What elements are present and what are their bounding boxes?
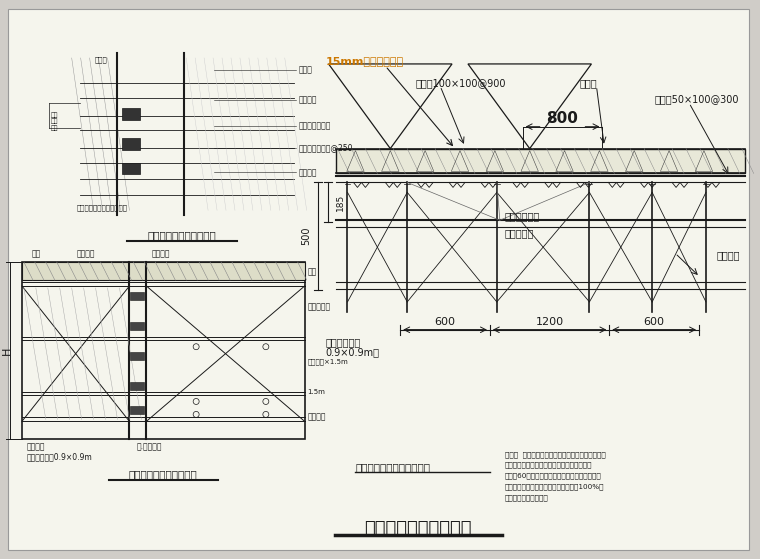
Text: 在此处断开: 在此处断开 — [505, 228, 534, 238]
Text: 地.天元台脚: 地.天元台脚 — [136, 443, 162, 452]
Text: 后浇带主龙骨: 后浇带主龙骨 — [505, 211, 540, 221]
Text: 可调顶托: 可调顶托 — [151, 250, 169, 259]
Text: 有需求量提前出示两并条件钢筋提拔至100%等: 有需求量提前出示两并条件钢筋提拔至100%等 — [505, 484, 604, 490]
Text: 说明：  模板采购使用同规格规格板型，模板采购需: 说明： 模板采购使用同规格规格板型，模板采购需 — [505, 451, 606, 458]
Bar — [131, 352, 144, 359]
Text: 楼板: 楼板 — [308, 268, 317, 277]
Bar — [131, 322, 144, 330]
Bar — [22, 262, 305, 280]
Text: 800: 800 — [546, 111, 578, 126]
Text: 碗扣横杆: 碗扣横杆 — [716, 250, 739, 260]
Bar — [131, 382, 144, 390]
Text: 600: 600 — [435, 317, 455, 327]
Text: 600: 600 — [644, 317, 665, 327]
Bar — [131, 406, 144, 414]
Text: 碗扣扣件: 碗扣扣件 — [77, 250, 95, 259]
Text: 密封条等: 密封条等 — [299, 168, 317, 177]
Text: 立杆间距: 立杆间距 — [27, 443, 46, 452]
Text: 可调顶撑×1.5m: 可调顶撑×1.5m — [308, 358, 348, 365]
Text: 要同全套管商模之片，径采用同规格混凝土补: 要同全套管商模之片，径采用同规格混凝土补 — [505, 462, 592, 468]
Text: 后浇带模板安装做法图: 后浇带模板安装做法图 — [365, 520, 472, 538]
Text: 1200: 1200 — [536, 317, 564, 327]
Text: 自然: 自然 — [32, 250, 41, 259]
Text: 次更新各年次模模板。: 次更新各年次模模板。 — [505, 495, 549, 501]
Text: 15mm厚覆膜木夹板: 15mm厚覆膜木夹板 — [325, 56, 404, 66]
Text: 0.9×0.9m。: 0.9×0.9m。 — [325, 347, 379, 357]
Text: 止水钢板（双）@250: 止水钢板（双）@250 — [299, 143, 353, 152]
Text: 止水片: 止水片 — [95, 56, 107, 63]
Bar — [131, 292, 144, 300]
Text: 次龙骨50×100@300: 次龙骨50×100@300 — [654, 94, 739, 104]
Text: 纵横均不大于0.9×0.9m: 纵横均不大于0.9×0.9m — [27, 453, 93, 462]
Text: 后浇带: 后浇带 — [579, 78, 597, 88]
Bar — [336, 149, 745, 173]
Text: 外墙后浇带模板: 外墙后浇带模板 — [299, 121, 331, 130]
Text: 立杆支撑间距: 立杆支撑间距 — [325, 337, 361, 347]
Text: 1.5m: 1.5m — [308, 389, 325, 395]
Bar — [122, 163, 141, 174]
Bar — [122, 108, 141, 120]
Text: 止水
钢板
宽度: 止水 钢板 宽度 — [51, 112, 59, 131]
Text: 后浇带宽度: 后浇带宽度 — [308, 302, 331, 311]
Text: 楼板后浇带分段安装示意图: 楼板后浇带分段安装示意图 — [356, 462, 430, 472]
Text: 底板后浇带模板安装大样: 底板后浇带模板安装大样 — [129, 469, 198, 479]
Text: 500: 500 — [302, 227, 312, 245]
Text: 强比较60天并需施工工程等，将初迁钢筋位置，: 强比较60天并需施工工程等，将初迁钢筋位置， — [505, 473, 602, 480]
Bar — [22, 262, 305, 439]
Text: 主龙骨100×100@900: 主龙骨100×100@900 — [415, 78, 505, 88]
Text: 止水片: 止水片 — [299, 65, 312, 74]
Text: 模板后浇带止水板端部做法: 模板后浇带止水板端部做法 — [77, 204, 128, 211]
Text: 止水螺杆: 止水螺杆 — [299, 95, 317, 105]
Text: 185: 185 — [336, 194, 344, 211]
Text: 碗扣横杆: 碗扣横杆 — [308, 412, 326, 421]
Text: H: H — [2, 347, 12, 355]
Bar — [122, 138, 141, 150]
Text: 外墙后浇带模板安装剖面: 外墙后浇带模板安装剖面 — [148, 230, 217, 240]
